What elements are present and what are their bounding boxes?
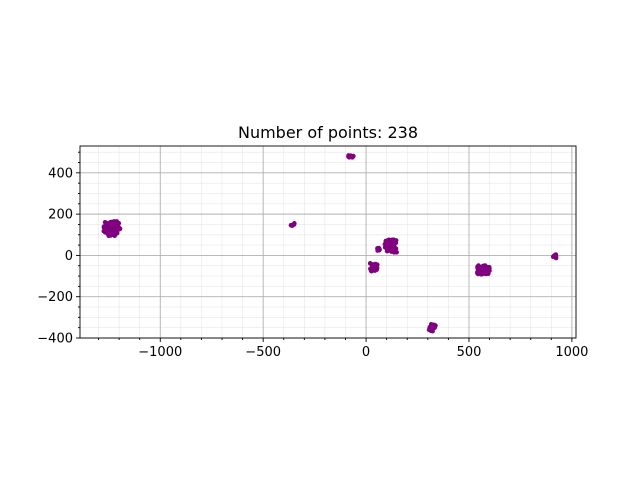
scatter-point — [374, 265, 380, 271]
scatter-point — [485, 266, 490, 271]
y-tick-label: −400 — [37, 332, 73, 347]
scatter-point — [382, 245, 388, 250]
scatter-point — [480, 268, 485, 273]
scatter-point — [112, 220, 117, 225]
major-grid — [80, 146, 576, 339]
x-tick-label: −1000 — [138, 345, 182, 360]
scatter-point — [387, 245, 393, 251]
y-tick-label: 200 — [48, 208, 73, 223]
plot-area-frame — [79, 145, 577, 339]
scatter-point — [106, 223, 112, 229]
y-axis: −400 −200 0 200 400 — [37, 151, 80, 347]
x-tick-label: 0 — [362, 345, 370, 360]
scatter-point — [367, 261, 373, 266]
minor-grid — [80, 146, 576, 338]
x-tick-label: 500 — [457, 345, 482, 360]
scatter-point — [106, 233, 112, 239]
scatter-point — [385, 238, 390, 244]
y-tick-label: −200 — [37, 290, 73, 305]
scatter-point — [392, 246, 397, 252]
x-tick-label: 1000 — [555, 345, 588, 360]
scatter-point — [384, 248, 390, 254]
scatter-point — [291, 222, 297, 227]
scatter-point — [475, 271, 481, 277]
scatter-point — [389, 242, 395, 247]
y-tick-label: 400 — [48, 166, 73, 181]
scatter-point — [429, 322, 434, 328]
y-tick-label: 0 — [65, 249, 73, 264]
scatter-point — [388, 238, 394, 244]
scatter-point — [481, 263, 486, 269]
x-axis: −1000 −500 0 500 1000 — [98, 338, 588, 360]
scatter-point — [551, 253, 557, 258]
scatter-point — [376, 247, 381, 253]
scatter-point — [382, 241, 388, 247]
scatter-point — [477, 265, 483, 270]
scatter-point — [484, 270, 490, 276]
scatter-point — [370, 268, 375, 273]
scatter-point — [346, 153, 351, 158]
scatter-point — [101, 228, 107, 234]
scatter-point — [117, 226, 123, 231]
chart-title: Number of points: 238 — [238, 123, 418, 142]
points-layer — [101, 153, 559, 334]
scatter-point — [112, 227, 118, 232]
x-tick-label: −500 — [245, 345, 281, 360]
